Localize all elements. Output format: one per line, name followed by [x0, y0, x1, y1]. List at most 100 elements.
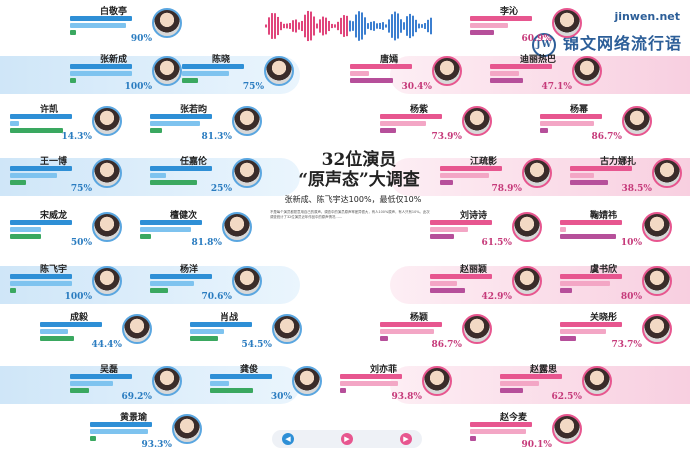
actor-card: 古力娜扎 38.5%	[570, 154, 682, 198]
bar-dubbed	[430, 234, 454, 239]
bar-dubbed	[380, 336, 388, 341]
actor-name: 杨颖	[410, 313, 429, 323]
avatar	[512, 266, 542, 296]
wave-bar	[421, 24, 423, 28]
wave-bar	[298, 22, 300, 30]
bar-group	[540, 114, 610, 135]
bar-group	[10, 274, 80, 295]
wave-bar	[400, 19, 402, 33]
wave-bar	[358, 11, 360, 41]
avatar	[122, 314, 152, 344]
actor-card: 成毅 44.4%	[40, 310, 152, 354]
bar-group	[70, 64, 140, 85]
avatar	[152, 56, 182, 86]
bar-total	[340, 374, 402, 379]
bar-group	[10, 220, 80, 241]
actor-name: 张新成	[100, 55, 128, 65]
actor-name: 李沁	[500, 7, 519, 17]
bar-group	[380, 114, 450, 135]
actor-card: 黄景瑜 93.3%	[90, 410, 202, 454]
original-voice-percent: 81.3%	[201, 132, 232, 142]
bar-original	[210, 381, 229, 386]
original-voice-percent: 10%	[620, 238, 642, 248]
band-decoration	[0, 56, 300, 94]
wave-bar	[316, 23, 318, 29]
bar-original	[560, 281, 610, 286]
logo-text: 锦文网络流行语	[562, 34, 682, 53]
bar-total	[70, 374, 132, 379]
wave-bar	[367, 23, 369, 29]
actor-card: 江疏影 78.9%	[440, 154, 552, 198]
avatar	[512, 212, 542, 242]
avatar	[422, 366, 452, 396]
headline: 32位演员 “原声态”大调查	[298, 150, 420, 190]
bar-dubbed	[10, 234, 41, 239]
actor-card: 杨紫 73.9%	[380, 102, 492, 146]
avatar	[152, 366, 182, 396]
actor-name: 许凯	[40, 105, 59, 115]
original-voice-percent: 38.5%	[621, 184, 652, 194]
bar-group	[40, 322, 110, 343]
watermark-logo: JW 锦文网络流行语	[532, 30, 682, 57]
bar-total	[140, 220, 202, 225]
actor-name: 杨紫	[410, 105, 429, 115]
wave-bar	[349, 20, 351, 32]
bar-group	[440, 166, 510, 187]
avatar	[652, 158, 682, 188]
actor-name: 虞书欣	[590, 265, 618, 275]
actor-name: 王一博	[40, 157, 68, 167]
actor-name: 吴磊	[100, 365, 119, 375]
bar-group	[380, 322, 450, 343]
bar-original	[470, 429, 526, 434]
wave-bar	[328, 20, 330, 32]
bar-group	[500, 374, 570, 395]
band-decoration	[0, 366, 300, 404]
original-voice-percent: 30.4%	[401, 82, 432, 92]
actor-name: 刘诗诗	[460, 211, 488, 221]
original-voice-percent: 73.9%	[431, 132, 462, 142]
avatar	[432, 56, 462, 86]
wave-bar	[415, 19, 417, 33]
original-voice-percent: 81.8%	[191, 238, 222, 248]
bar-group	[430, 220, 500, 241]
actor-card: 赵今麦 90.1%	[470, 410, 582, 454]
bar-total	[380, 322, 442, 327]
bar-total	[440, 166, 502, 171]
bar-group	[340, 374, 410, 395]
bar-dubbed	[70, 78, 76, 83]
play-icon[interactable]: ▶	[341, 433, 353, 445]
bar-original	[500, 381, 539, 386]
bar-total	[150, 114, 212, 119]
original-voice-percent: 14.3%	[61, 132, 92, 142]
actor-card: 唐嫣 30.4%	[350, 52, 462, 96]
wave-bar	[331, 23, 333, 29]
bar-group	[10, 166, 80, 187]
wave-bar	[355, 14, 357, 38]
audio-player: ◀ ▶ ▶	[272, 430, 422, 448]
next-icon[interactable]: ▶	[400, 433, 412, 445]
avatar	[522, 158, 552, 188]
avatar	[264, 56, 294, 86]
bar-dubbed	[540, 128, 548, 133]
actor-card: 杨颖 86.7%	[380, 310, 492, 354]
bar-dubbed	[40, 336, 74, 341]
wave-bar	[280, 21, 282, 31]
actor-name: 杨洋	[180, 265, 199, 275]
actor-name: 陈飞宇	[40, 265, 68, 275]
bar-dubbed	[190, 336, 218, 341]
wave-bar	[376, 23, 378, 29]
bar-total	[540, 114, 602, 119]
bar-group	[350, 64, 420, 85]
wave-bar	[265, 24, 267, 28]
actor-name: 赵今麦	[500, 413, 528, 423]
actor-name: 关晓彤	[590, 313, 618, 323]
prev-icon[interactable]: ◀	[282, 433, 294, 445]
actor-name: 肖战	[220, 313, 239, 323]
bar-group	[470, 422, 540, 443]
original-voice-percent: 47.1%	[541, 82, 572, 92]
original-voice-percent: 44.4%	[91, 340, 122, 350]
bar-total	[470, 16, 532, 21]
bar-dubbed	[440, 180, 453, 185]
avatar	[292, 366, 322, 396]
wave-bar	[343, 15, 345, 37]
